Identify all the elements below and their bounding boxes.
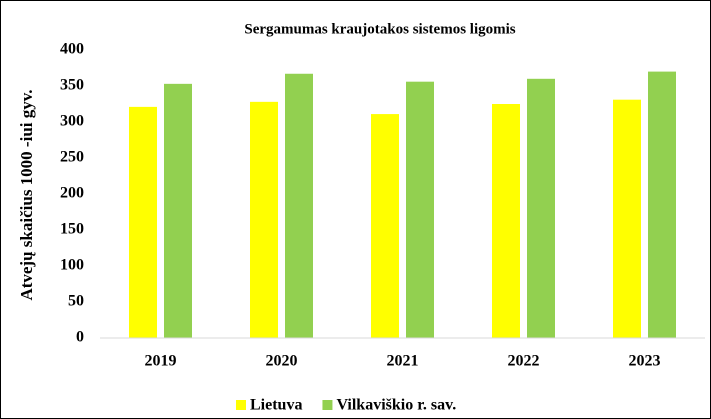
- legend-label: Lietuva: [250, 397, 302, 414]
- y-tick-label: 300: [60, 113, 84, 130]
- bar: [285, 73, 313, 338]
- y-tick-label: 50: [68, 293, 84, 310]
- x-tick-label: 2019: [145, 353, 177, 370]
- x-tick-label: 2021: [387, 353, 419, 370]
- y-axis-label: Atvejų skaičius 1000 -iui gyv.: [17, 89, 36, 300]
- bar: [613, 99, 641, 339]
- legend-swatch: [236, 400, 246, 410]
- y-tick-label: 350: [60, 77, 84, 94]
- bar: [648, 71, 676, 338]
- bar: [371, 114, 399, 338]
- x-tick-label: 2022: [508, 353, 540, 370]
- y-tick-label: 150: [60, 221, 84, 238]
- bar: [527, 78, 555, 339]
- bar: [492, 104, 520, 338]
- bar: [406, 81, 434, 339]
- y-tick-label: 0: [76, 329, 84, 346]
- legend-label: Vilkaviškio r. sav.: [336, 397, 456, 414]
- y-tick-label: 250: [60, 149, 84, 166]
- bar: [164, 83, 192, 338]
- bar: [250, 101, 278, 338]
- x-tick-label: 2023: [629, 353, 661, 370]
- bar: [129, 106, 157, 338]
- y-tick-label: 100: [60, 257, 84, 274]
- legend-swatch: [322, 400, 333, 410]
- chart-title: Sergamumas kraujotakos sistemos ligomis: [244, 21, 515, 37]
- x-tick-label: 2020: [266, 353, 298, 370]
- y-tick-label: 400: [60, 41, 84, 58]
- y-tick-label: 200: [60, 185, 84, 202]
